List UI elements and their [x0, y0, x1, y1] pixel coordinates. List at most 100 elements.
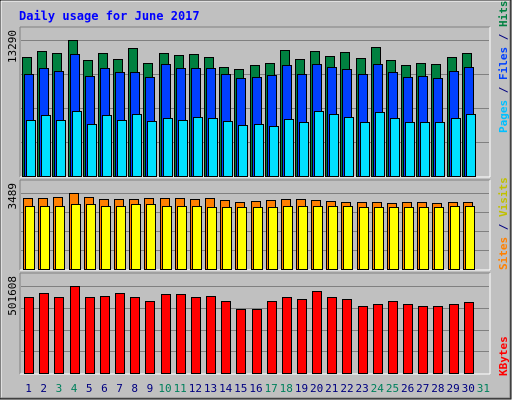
bar-visits-sites-day-16 — [253, 207, 263, 270]
x-label-day-1: 1 — [25, 382, 32, 395]
bar-kbytes-kbytes-day-8 — [130, 297, 140, 374]
bar-visits-sites-day-25 — [389, 207, 399, 270]
bar-visits-sites-day-23 — [359, 207, 369, 270]
bar-kbytes-kbytes-day-28 — [433, 306, 443, 374]
bar-kbytes-kbytes-day-22 — [342, 299, 352, 374]
bar-kbytes-kbytes-day-2 — [39, 293, 49, 374]
bar-kbytes-kbytes-day-24 — [373, 304, 383, 374]
bar-kbytes-kbytes-day-12 — [191, 297, 201, 374]
bar-kbytes-kbytes-day-23 — [358, 306, 368, 374]
max-label-kbytes: 501608 — [6, 276, 19, 316]
x-label-day-4: 4 — [71, 382, 78, 395]
bar-visits-sites-day-9 — [146, 204, 156, 270]
bar-kbytes-kbytes-day-26 — [403, 304, 413, 374]
bar-hits-pages-day-12 — [193, 117, 203, 177]
legend-visits-panel-sep: / — [497, 217, 510, 237]
panel-hits: 13290 — [6, 26, 491, 178]
legend-kbytes-panel: KBytes — [497, 336, 510, 376]
bar-kbytes-kbytes-day-1 — [24, 297, 34, 374]
bar-visits-sites-day-30 — [465, 206, 475, 270]
bar-hits-pages-day-11 — [178, 120, 188, 177]
legend-hits-panel-sep2: / — [497, 27, 510, 47]
bar-visits-sites-day-20 — [313, 206, 323, 270]
max-label-visits: 3489 — [6, 183, 19, 210]
x-label-day-17: 17 — [265, 382, 278, 395]
x-label-day-26: 26 — [401, 382, 414, 395]
bar-hits-pages-day-4 — [72, 111, 82, 177]
bar-visits-sites-day-4 — [71, 204, 81, 270]
bar-hits-pages-day-19 — [299, 122, 309, 177]
x-label-day-21: 21 — [325, 382, 338, 395]
bar-hits-pages-day-24 — [375, 112, 385, 177]
bar-hits-pages-day-21 — [329, 114, 339, 177]
chart-title: Daily usage for June 2017 — [19, 9, 200, 23]
legend-hits-panel: Pages / Files / Hits — [497, 1, 510, 134]
bar-kbytes-kbytes-day-15 — [236, 309, 246, 374]
bar-visits-sites-day-15 — [237, 207, 247, 270]
x-label-day-23: 23 — [355, 382, 368, 395]
bar-visits-sites-day-13 — [207, 207, 217, 270]
x-label-day-27: 27 — [416, 382, 429, 395]
bar-hits-pages-day-13 — [208, 118, 218, 177]
bar-visits-sites-day-17 — [268, 207, 278, 270]
bar-hits-pages-day-7 — [117, 120, 127, 177]
bar-hits-pages-day-17 — [269, 126, 279, 177]
bar-hits-pages-day-15 — [238, 125, 248, 177]
x-label-day-7: 7 — [116, 382, 123, 395]
bar-hits-pages-day-18 — [284, 119, 294, 177]
legend-visits-panel: Sites / Visits — [497, 177, 510, 270]
bar-kbytes-kbytes-day-16 — [252, 309, 262, 374]
bar-visits-sites-day-26 — [404, 207, 414, 270]
bar-kbytes-kbytes-day-6 — [100, 296, 110, 374]
bar-hits-pages-day-20 — [314, 111, 324, 177]
bar-kbytes-kbytes-day-14 — [221, 301, 231, 374]
bar-hits-pages-day-23 — [360, 122, 370, 177]
bar-visits-sites-day-27 — [419, 207, 429, 270]
bar-visits-sites-day-10 — [162, 206, 172, 270]
legend-hits-panel-hits: Hits — [497, 1, 510, 28]
bar-visits-sites-day-7 — [116, 206, 126, 270]
bar-kbytes-kbytes-day-9 — [145, 301, 155, 374]
bar-kbytes-kbytes-day-7 — [115, 293, 125, 374]
x-label-day-8: 8 — [131, 382, 138, 395]
x-label-day-13: 13 — [204, 382, 217, 395]
legend-hits-panel-pages: Pages — [497, 100, 510, 133]
bar-kbytes-kbytes-day-18 — [282, 297, 292, 374]
legend-hits-panel-files: Files — [497, 47, 510, 80]
bar-kbytes-kbytes-day-11 — [176, 294, 186, 374]
bar-kbytes-kbytes-day-10 — [161, 294, 171, 374]
bar-hits-pages-day-28 — [435, 122, 445, 177]
bar-hits-pages-day-2 — [41, 115, 51, 177]
bar-hits-pages-day-26 — [405, 122, 415, 177]
x-label-day-3: 3 — [56, 382, 63, 395]
bar-hits-pages-day-25 — [390, 118, 400, 177]
bar-visits-sites-day-19 — [298, 206, 308, 270]
legend-visits-panel-sites: Sites — [497, 237, 510, 270]
x-label-day-29: 29 — [446, 382, 459, 395]
x-label-day-11: 11 — [174, 382, 187, 395]
x-label-day-15: 15 — [234, 382, 247, 395]
bar-visits-sites-day-14 — [222, 207, 232, 270]
panel-visits: 3489 — [6, 179, 491, 271]
bar-visits-sites-day-6 — [101, 206, 111, 270]
bar-hits-pages-day-9 — [147, 121, 157, 177]
x-label-day-24: 24 — [371, 382, 385, 395]
bar-kbytes-kbytes-day-4 — [70, 286, 80, 374]
x-label-day-12: 12 — [189, 382, 202, 395]
bar-kbytes-kbytes-day-21 — [327, 297, 337, 374]
bar-visits-sites-day-28 — [434, 207, 444, 270]
bar-hits-pages-day-30 — [466, 114, 476, 177]
bar-kbytes-kbytes-day-25 — [388, 301, 398, 374]
panels-layer: 13290 3489 501608 — [6, 26, 491, 375]
x-label-day-2: 2 — [40, 382, 47, 395]
bar-hits-pages-day-1 — [26, 120, 36, 177]
bar-hits-pages-day-22 — [344, 117, 354, 177]
x-axis-labels: 1 2 3 4 5 6 7 8 9 10 11 12 13 14 15 16 17 18 19 20 21 22 23 24 2… — [25, 382, 490, 395]
bar-kbytes-kbytes-day-20 — [312, 291, 322, 374]
bar-kbytes-kbytes-day-30 — [464, 302, 474, 374]
x-label-day-5: 5 — [86, 382, 93, 395]
bar-hits-pages-day-5 — [87, 124, 97, 177]
bar-kbytes-kbytes-day-13 — [206, 296, 216, 374]
bar-kbytes-kbytes-day-19 — [297, 299, 307, 374]
